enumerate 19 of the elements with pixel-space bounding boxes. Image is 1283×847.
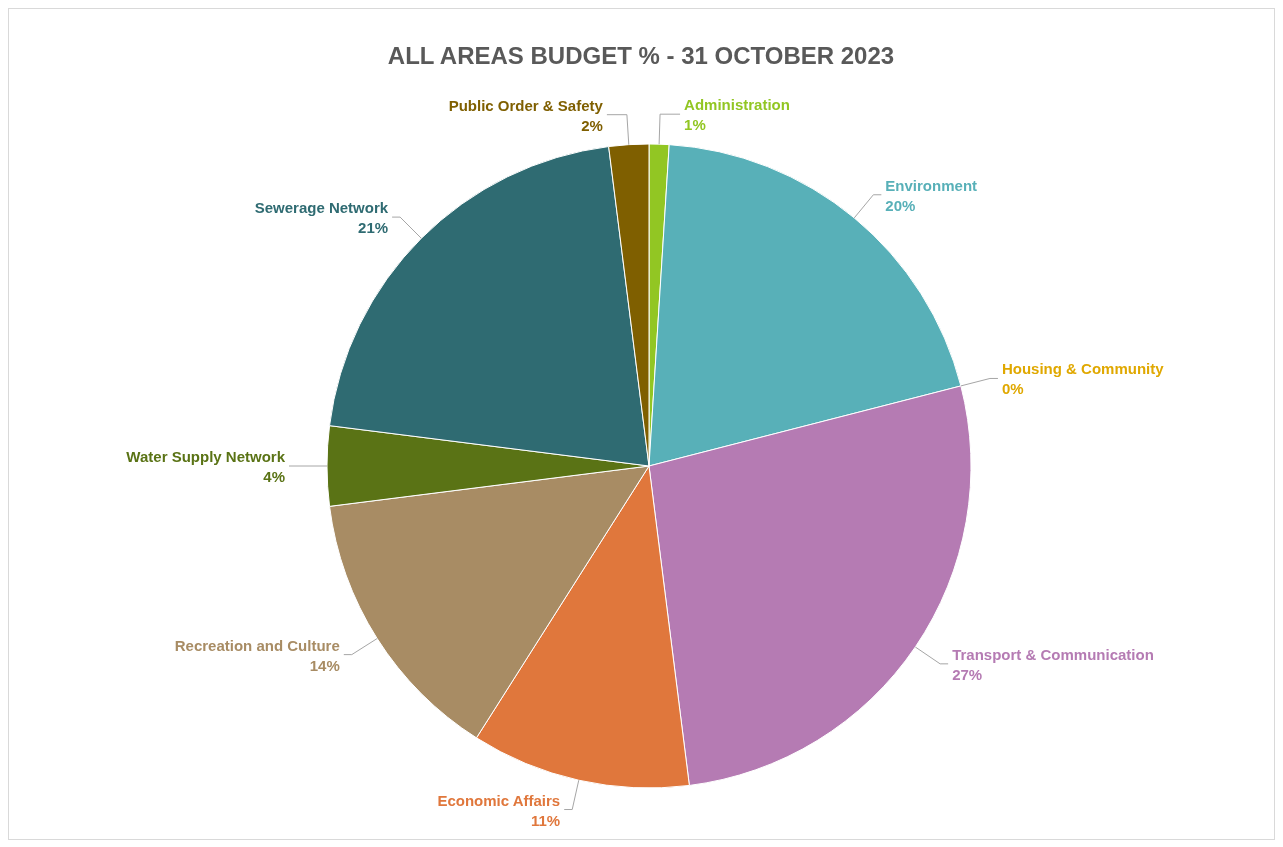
data-label: 4% bbox=[263, 468, 285, 485]
slice-label: Transport & Communication bbox=[952, 645, 1154, 663]
slice-label: Public Order & Safety bbox=[448, 96, 604, 114]
chart-title: ALL AREAS BUDGET % - 31 OCTOBER 2023 bbox=[387, 42, 895, 69]
slice-label: Economic Affairs bbox=[437, 791, 561, 809]
data-label: 14% bbox=[309, 656, 340, 674]
slice-label: Water Supply Network bbox=[126, 448, 286, 465]
slice-label: Administration bbox=[684, 96, 790, 114]
text: 0% bbox=[1001, 380, 1024, 398]
data-label: 21% bbox=[358, 219, 389, 237]
slice-label: Recreation and Culture bbox=[174, 636, 340, 654]
data-label: 27% bbox=[952, 665, 983, 683]
slice-label: Environment bbox=[885, 176, 978, 194]
data-label: 11% bbox=[531, 811, 561, 829]
data-label: 1% bbox=[684, 116, 706, 134]
category-label: Housing & Community bbox=[1001, 360, 1164, 378]
data-label: 20% bbox=[885, 196, 916, 214]
slice-label: Sewerage Network bbox=[254, 199, 389, 217]
data-label: 2% bbox=[581, 116, 603, 134]
